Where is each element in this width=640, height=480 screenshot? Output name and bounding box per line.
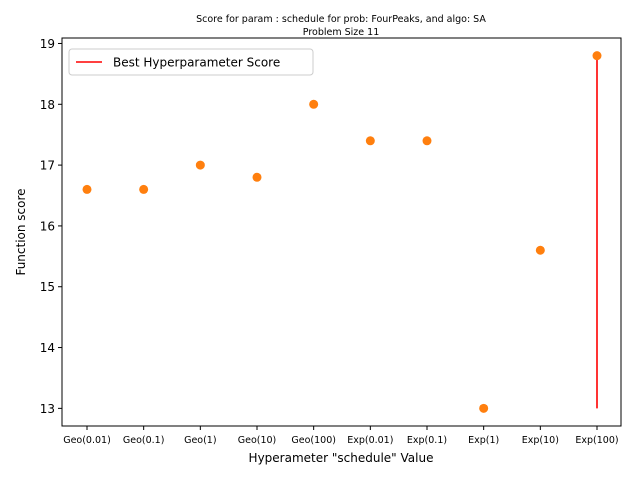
data-point [252, 172, 262, 182]
data-point [422, 136, 432, 146]
y-tick-label: 16 [40, 219, 55, 233]
x-axis: Geo(0.01) Geo(0.1) Geo(1) Geo(10) Geo(100) Ex… [63, 426, 619, 446]
legend-label: Best Hyperparameter Score [113, 56, 280, 70]
chart-title-line1: Score for param : schedule for prob: Fou… [196, 14, 486, 25]
data-point [535, 245, 545, 255]
x-tick-label: Geo(0.1) [123, 435, 165, 446]
data-point [365, 136, 375, 146]
y-tick-label: 17 [40, 159, 55, 173]
legend: Best Hyperparameter Score [68, 48, 314, 76]
data-point [479, 403, 489, 413]
x-axis-label: Hyperameter "schedule" Value [249, 451, 434, 465]
chart-title-line2: Problem Size 11 [303, 27, 379, 38]
y-axis: 13 14 15 16 17 18 19 [40, 37, 62, 416]
x-tick-label: Exp(1) [468, 435, 499, 446]
x-tick-label: Exp(0.01) [347, 435, 393, 446]
y-tick-label: 18 [40, 98, 55, 112]
data-point [195, 160, 205, 170]
y-axis-label: Function score [14, 188, 28, 275]
x-tick-label: Exp(0.1) [407, 435, 447, 446]
y-tick-label: 15 [40, 280, 55, 294]
x-tick-label: Exp(100) [575, 435, 618, 446]
data-point [139, 184, 149, 194]
x-tick-label: Geo(0.01) [63, 435, 111, 446]
data-point [309, 99, 319, 109]
data-point [592, 51, 602, 61]
legend-box [68, 48, 314, 76]
y-tick-label: 14 [40, 341, 55, 355]
points-layer [82, 51, 602, 413]
x-tick-label: Geo(100) [291, 435, 336, 446]
data-point [82, 184, 92, 194]
x-tick-label: Geo(10) [238, 435, 277, 446]
y-tick-label: 19 [40, 37, 55, 51]
x-tick-label: Exp(10) [522, 435, 559, 446]
x-tick-label: Geo(1) [184, 435, 216, 446]
y-tick-label: 13 [40, 402, 55, 416]
plot-frame [61, 37, 622, 427]
